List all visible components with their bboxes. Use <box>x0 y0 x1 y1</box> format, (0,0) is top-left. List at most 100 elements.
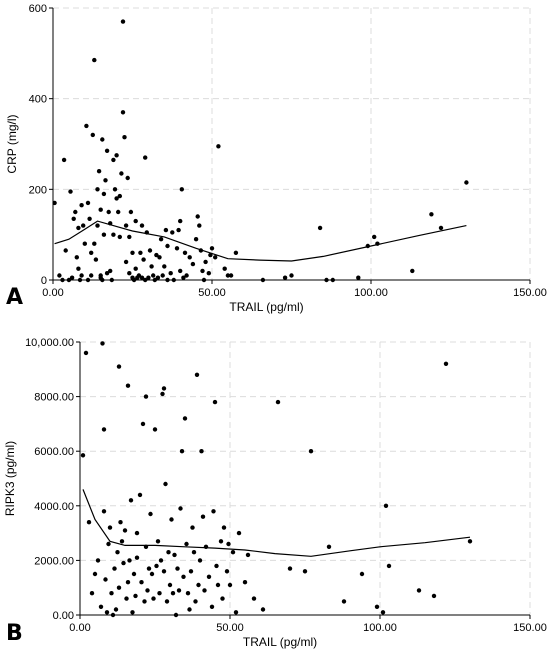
data-point <box>193 237 199 242</box>
data-point <box>114 153 119 158</box>
data-point <box>202 588 207 593</box>
trend-line <box>54 220 467 262</box>
data-point <box>374 604 380 609</box>
data-point <box>95 558 101 563</box>
data-point <box>133 266 138 271</box>
data-point <box>116 585 122 590</box>
x-axis-title: TRAIL (pg/ml) <box>229 300 303 314</box>
data-point <box>330 277 335 283</box>
data-point <box>227 582 233 588</box>
data-point <box>213 255 218 260</box>
data-point <box>167 582 173 588</box>
data-point <box>224 569 230 574</box>
data-point <box>133 593 138 599</box>
data-point <box>125 175 130 181</box>
data-point <box>166 550 171 555</box>
data-point <box>95 223 100 228</box>
data-point <box>146 275 151 280</box>
data-point <box>122 135 127 140</box>
data-point <box>52 200 57 206</box>
data-point <box>182 416 188 421</box>
data-point <box>85 200 91 206</box>
data-point <box>146 566 152 571</box>
y-axis-title: RIPK3 (pg/ml) <box>3 441 17 516</box>
data-point <box>161 569 167 574</box>
data-point <box>106 541 111 547</box>
data-point <box>158 237 164 242</box>
data-point <box>251 596 257 601</box>
data-point <box>98 273 103 278</box>
data-point <box>139 275 145 280</box>
y-tick-label: 400 <box>29 94 47 106</box>
data-point <box>372 234 377 240</box>
data-point <box>104 271 110 276</box>
chart-panel-b: 0.00 50.00 100.00 150.00 0.00 2000.00 4000.00 6… <box>3 337 547 649</box>
data-point <box>151 596 156 601</box>
data-point <box>233 610 239 615</box>
data-point <box>179 449 185 454</box>
data-point <box>145 588 150 593</box>
data-point <box>63 248 68 253</box>
x-tick-label: 0.00 <box>42 287 63 299</box>
y-tick-label: 10,000.00 <box>25 337 74 349</box>
data-point <box>98 604 104 609</box>
data-point <box>108 221 113 226</box>
data-point <box>68 189 73 194</box>
data-point <box>100 277 105 283</box>
data-point <box>443 361 449 366</box>
data-point <box>130 610 135 615</box>
data-point <box>143 394 149 399</box>
data-point <box>101 509 107 514</box>
data-point <box>275 399 281 405</box>
data-point <box>103 577 108 582</box>
data-point <box>206 271 211 276</box>
data-point <box>133 218 138 224</box>
data-point <box>149 264 154 269</box>
data-point <box>214 563 219 569</box>
data-point <box>169 517 174 522</box>
data-point <box>178 268 183 274</box>
data-point <box>66 277 72 283</box>
data-point <box>194 372 200 377</box>
x-tick-label: 150.00 <box>513 287 547 299</box>
data-point <box>104 610 110 615</box>
data-point <box>190 525 195 530</box>
data-point <box>157 591 162 596</box>
data-point <box>386 563 392 569</box>
data-point <box>380 610 386 615</box>
data-point <box>209 604 215 609</box>
data-point <box>155 539 161 544</box>
data-point <box>125 383 131 388</box>
data-point <box>127 234 132 240</box>
data-point <box>83 350 89 356</box>
data-point <box>149 571 155 577</box>
x-tick-label: 150.00 <box>513 622 547 634</box>
data-point <box>191 550 197 555</box>
data-point <box>260 607 266 612</box>
data-point <box>76 225 81 231</box>
data-point <box>143 155 148 160</box>
data-point <box>203 544 209 549</box>
data-point <box>187 255 192 260</box>
data-point <box>142 599 147 604</box>
data-point <box>127 558 132 563</box>
data-point <box>198 248 204 253</box>
data-point <box>163 227 169 233</box>
data-point <box>171 277 176 283</box>
data-point <box>98 207 103 212</box>
data-point <box>100 341 105 346</box>
data-point <box>92 57 97 63</box>
data-point <box>188 569 194 574</box>
data-point <box>121 560 126 566</box>
data-point <box>80 453 86 458</box>
data-point <box>157 255 162 260</box>
data-point <box>182 250 188 255</box>
data-point <box>170 230 175 235</box>
data-point <box>100 137 105 142</box>
data-point <box>356 275 361 280</box>
data-point <box>141 257 146 262</box>
data-point <box>137 492 143 498</box>
data-point <box>123 259 129 265</box>
data-point <box>123 223 129 228</box>
data-point <box>208 252 213 258</box>
